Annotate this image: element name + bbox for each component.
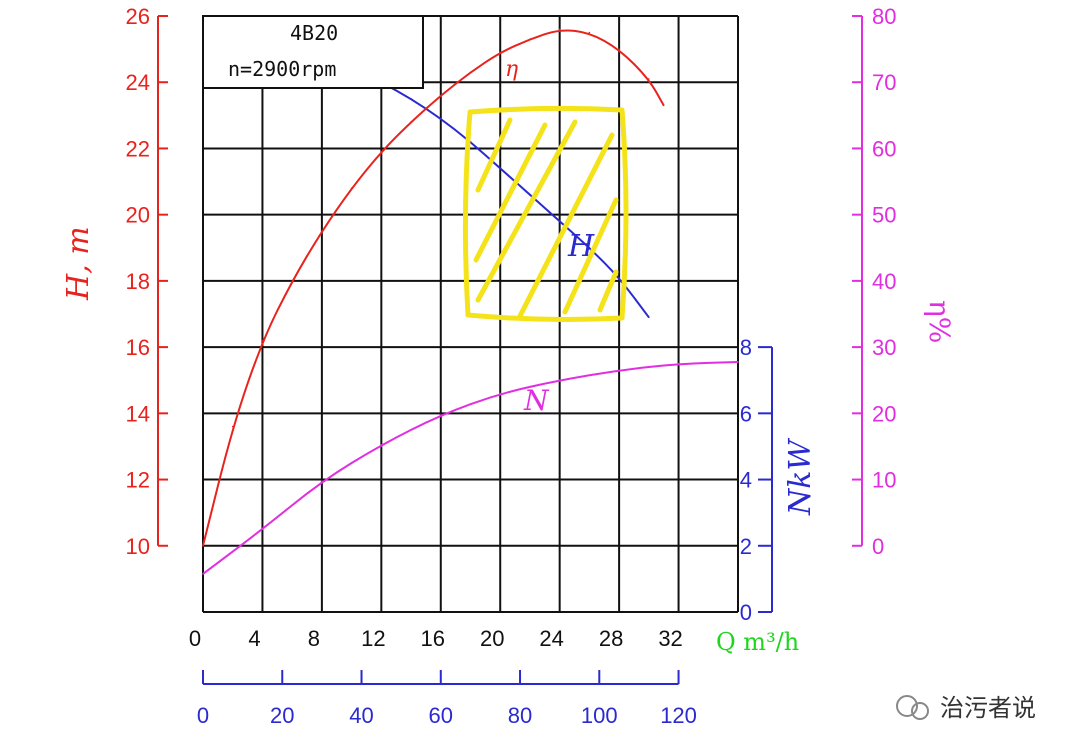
watermark: 治污者说: [896, 694, 1036, 722]
x-tick-label: 24: [539, 626, 563, 651]
curve-point-H: [648, 316, 650, 319]
axes: 1012141618202224260102030405060708002468…: [126, 4, 897, 728]
y-right-inner-tick-label: 8: [740, 335, 752, 360]
curve-point-η: [291, 280, 293, 282]
chart-title: 4B20: [290, 21, 338, 45]
curve-N: [202, 361, 739, 575]
x-tick-label: 4: [248, 626, 260, 651]
x-tick-label: 28: [599, 626, 623, 651]
y-right-outer-label: η%: [923, 300, 956, 343]
yellow-highlight-hatch: [462, 105, 629, 322]
y-right-inner-tick-label: 0: [740, 600, 752, 625]
curve-point-H: [618, 276, 620, 279]
y-left-tick-label: 20: [126, 203, 150, 228]
curve-point-η: [350, 187, 353, 189]
plot-grid: [202, 15, 739, 613]
y-left-tick-label: 18: [126, 269, 150, 294]
curve-point-η: [261, 339, 264, 342]
curve-point-N: [439, 414, 442, 416]
x-tick-label: 16: [421, 626, 445, 651]
secondary-x-tick-label: 120: [660, 703, 697, 728]
curve-point-η: [648, 78, 650, 80]
y-right-inner-label: NkW: [783, 438, 818, 516]
curve-point-η: [380, 150, 383, 153]
y-left-tick-label: 14: [126, 401, 150, 426]
curve-point-η: [588, 31, 591, 34]
y-left-tick-label: 22: [126, 136, 150, 161]
curve-point-N: [321, 480, 323, 483]
x-tick-label: 0: [189, 626, 201, 651]
y-left-label: H, m: [61, 226, 96, 301]
curve-point-η: [469, 71, 472, 74]
y-right-outer-tick-label: 60: [872, 136, 896, 161]
y-right-inner-tick-label: 6: [740, 401, 752, 426]
y-right-inner-tick-label: 2: [740, 534, 752, 559]
secondary-x-tick-label: 60: [429, 703, 453, 728]
secondary-x-tick-label: 80: [508, 703, 532, 728]
curve-point-H: [529, 194, 531, 196]
y-right-outer-tick-label: 50: [872, 203, 896, 228]
y-left-tick-label: 26: [126, 4, 150, 29]
curve-point-N: [499, 392, 502, 395]
curve-point-η: [321, 230, 323, 233]
secondary-x-tick-label: 20: [270, 703, 294, 728]
secondary-x-tick-label: 40: [349, 703, 373, 728]
title-box: [202, 15, 424, 89]
chat-bubble-icon: [896, 695, 918, 717]
y-right-outer-tick-label: 30: [872, 335, 896, 360]
y-right-outer-tick-label: 40: [872, 269, 896, 294]
x-tick-label: 32: [658, 626, 682, 651]
y-left-tick-label: 24: [126, 70, 150, 95]
curve-η: [202, 29, 665, 547]
x-axis-label: Q m³/h: [716, 628, 799, 656]
curve-point-η: [410, 121, 412, 123]
x-tick-label: 20: [480, 626, 504, 651]
x-tick-label: 8: [308, 626, 320, 651]
curve-point-N: [737, 361, 739, 363]
curve-point-H: [499, 167, 502, 170]
y-right-outer-tick-label: 10: [872, 468, 896, 493]
curve-point-η: [529, 38, 531, 40]
y-left-tick-label: 16: [126, 335, 150, 360]
curve-point-N: [618, 369, 620, 372]
curve-point-η: [662, 104, 665, 107]
curve-point-η: [202, 544, 204, 547]
curve-point-N: [261, 528, 264, 531]
curve-point-η: [618, 48, 620, 50]
curve-point-η: [231, 425, 234, 428]
n-curve-label: N: [523, 384, 550, 417]
curve-point-H: [588, 246, 591, 249]
y-left-tick-label: 12: [126, 468, 150, 493]
chart-subtitle: n=2900rpm: [228, 57, 336, 81]
curve-point-N: [380, 443, 383, 446]
curve-point-H: [439, 117, 442, 120]
curve-point-η: [499, 51, 502, 54]
y-left-tick-label: 10: [126, 534, 150, 559]
eta-curve-label: η: [505, 57, 518, 82]
secondary-x-tick-label: 100: [581, 703, 618, 728]
x-tick-label: 12: [361, 626, 385, 651]
secondary-x-tick-label: 0: [197, 703, 209, 728]
watermark-text: 治污者说: [940, 694, 1036, 722]
y-right-outer-tick-label: 0: [872, 534, 884, 559]
curve-point-H: [558, 220, 561, 223]
curve-point-N: [677, 362, 680, 365]
y-right-outer-tick-label: 70: [872, 70, 896, 95]
y-right-outer-tick-label: 20: [872, 401, 896, 426]
curve-point-N: [202, 573, 204, 575]
curve-point-H: [410, 97, 412, 100]
y-right-outer-tick-label: 80: [872, 4, 896, 29]
chat-bubble-icon: [911, 702, 929, 720]
curve-point-N: [558, 379, 561, 382]
curve-point-η: [558, 28, 561, 31]
y-right-inner-tick-label: 4: [740, 468, 752, 493]
curve-point-η: [439, 94, 442, 97]
